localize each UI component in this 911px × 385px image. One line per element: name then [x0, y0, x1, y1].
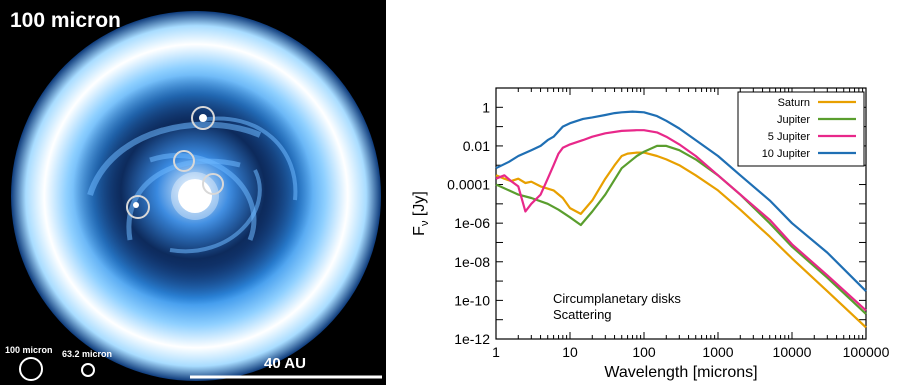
legend-label: 10 Jupiter — [762, 148, 811, 160]
legend-label: Saturn — [778, 97, 810, 109]
chart-annotation: Scattering — [553, 307, 612, 322]
y-tick-label: 1 — [482, 99, 490, 115]
x-tick-label: 10 — [562, 344, 578, 360]
x-tick-label: 1000 — [702, 344, 733, 360]
y-tick-label: 0.0001 — [447, 177, 490, 193]
image-title: 100 micron — [10, 9, 121, 32]
x-tick-label: 100 — [632, 344, 656, 360]
sed-chart: 1 10 100 1000 10000 100000 1e-12 1e-10 1e-08 1e-0… — [411, 87, 890, 381]
spiral-arms — [87, 116, 298, 254]
series-line-5-jupiter — [495, 129, 867, 312]
dust-emission-image: 100 micron 100 micron 63.2 micron 40 AU — [0, 0, 386, 385]
x-tick-label: 100000 — [843, 344, 890, 360]
planet-marker — [173, 150, 195, 172]
legend-label: Jupiter — [777, 114, 810, 126]
chart-annotation: Circumplanetary disks — [553, 291, 681, 306]
x-tick-label: 10000 — [773, 344, 812, 360]
scale-bar-label: 40 AU — [264, 355, 306, 372]
y-tick-label: 1e-06 — [454, 215, 490, 231]
y-tick-label: 1e-12 — [454, 331, 490, 347]
planet-marker — [202, 173, 224, 195]
y-tick-label: 1e-08 — [454, 254, 490, 270]
plot-frame — [495, 87, 867, 340]
x-axis-label: Wavelength [microns] — [604, 364, 757, 381]
beam-63-micron-icon — [81, 363, 95, 377]
x-tick-label: 1 — [492, 344, 500, 360]
beam-label-63: 63.2 micron — [62, 349, 112, 359]
beam-100-micron-icon — [19, 357, 43, 381]
y-tick-label: 1e-10 — [454, 292, 490, 308]
series-line-10-jupiter — [495, 110, 867, 292]
beam-label-100: 100 micron — [5, 345, 53, 355]
y-axis-label: Fν [Jy] — [411, 191, 431, 236]
legend-label: 5 Jupiter — [768, 131, 811, 143]
planet-marker — [126, 195, 150, 219]
series-line-saturn — [495, 151, 867, 329]
y-tick-label: 0.01 — [463, 138, 490, 154]
planet-marker — [191, 106, 215, 130]
